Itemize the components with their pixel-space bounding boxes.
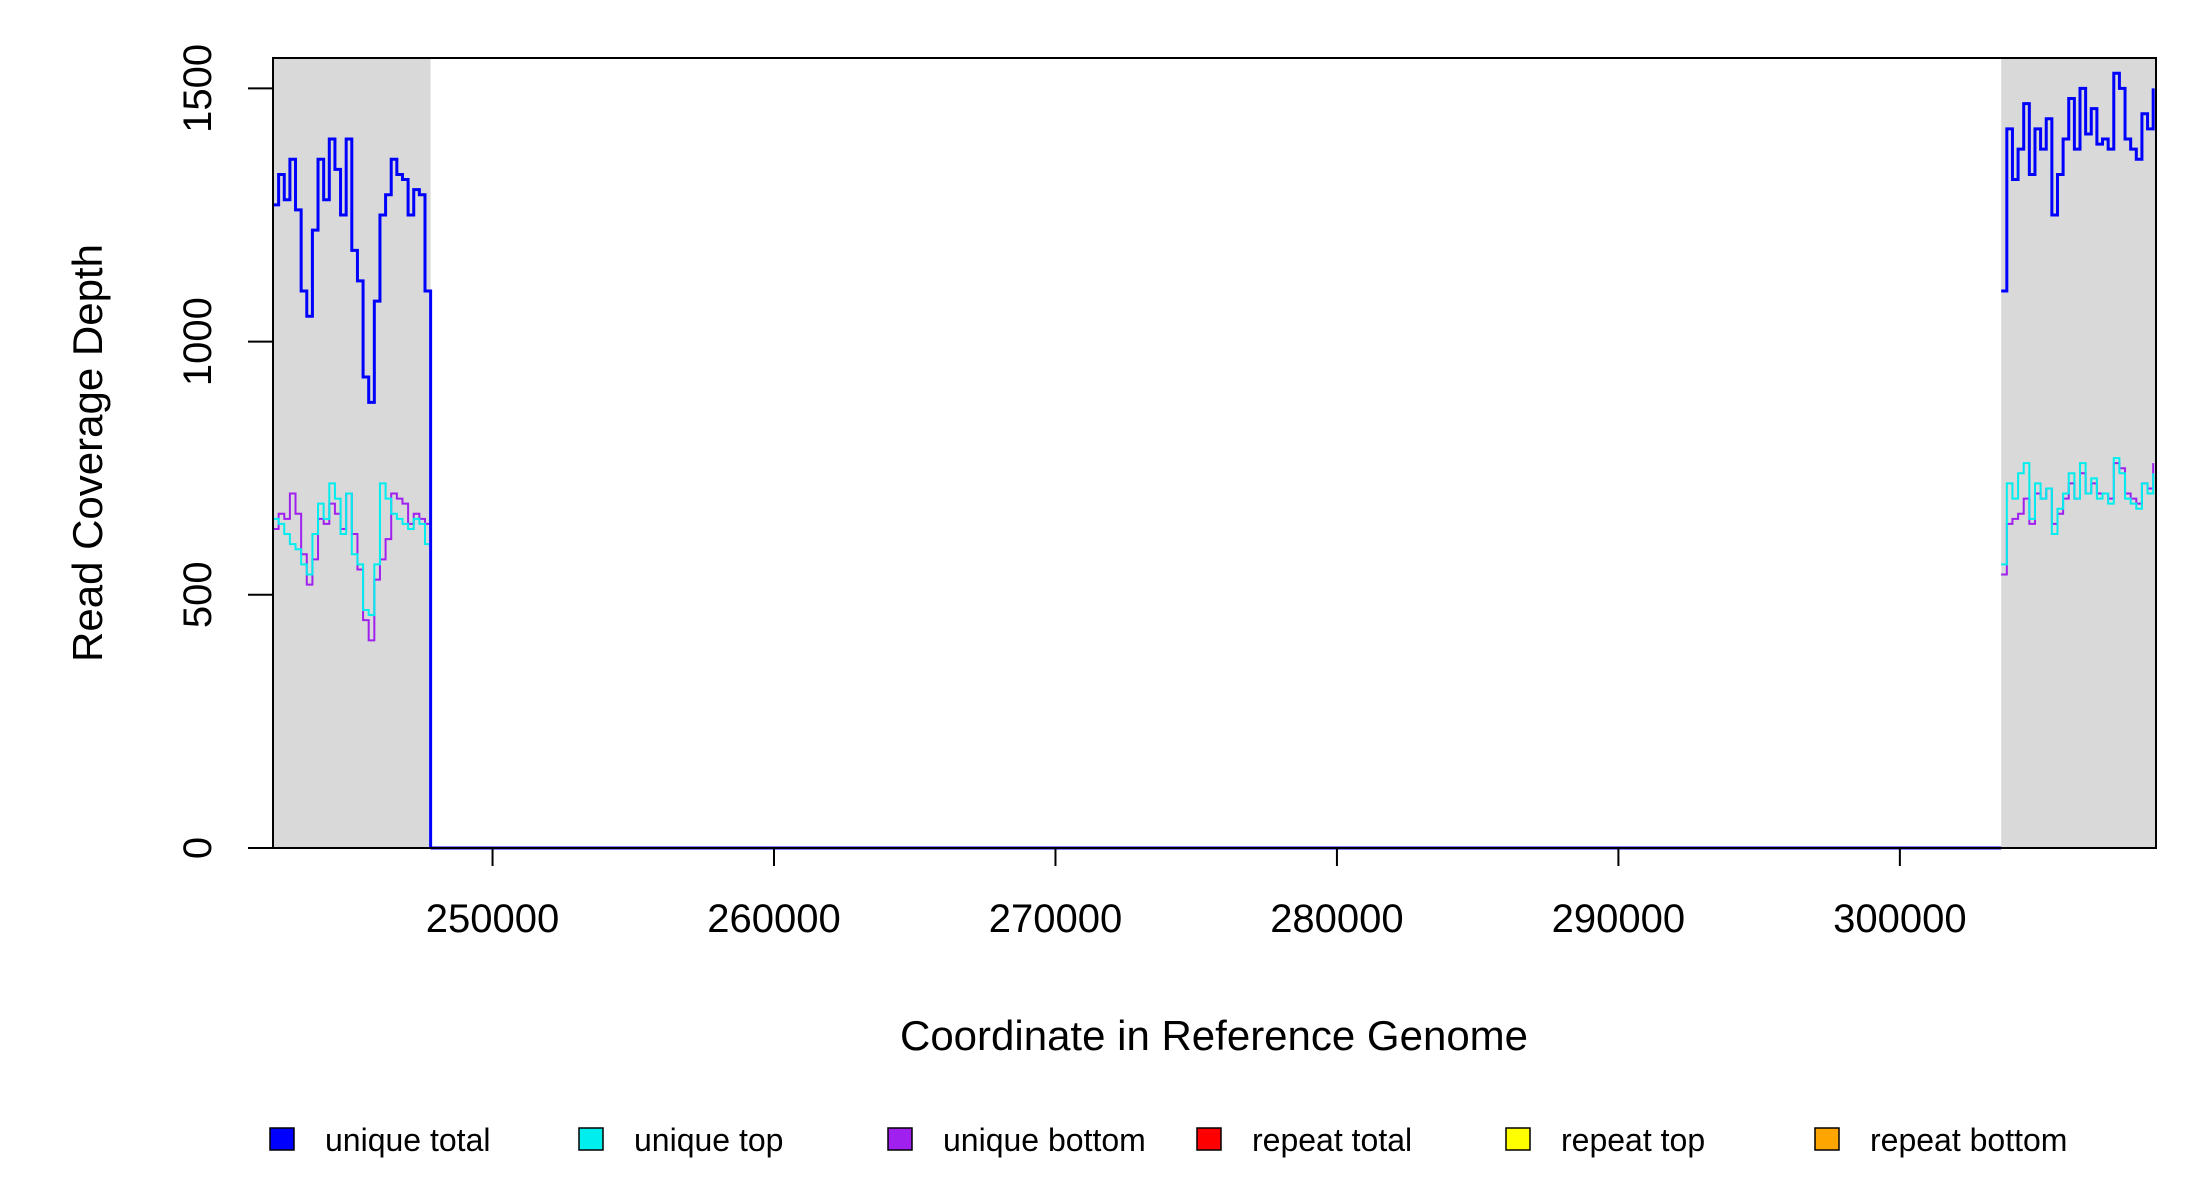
series-unique-total-segment-2 <box>2001 71 2155 293</box>
series-unique-top-segment-0 <box>273 482 432 848</box>
legend-swatch-repeat-bottom <box>1814 1127 1840 1151</box>
series-unique-total-segment-0 <box>273 137 433 848</box>
legend: unique total unique top unique bottom repea… <box>269 1122 2067 1158</box>
y-axis-title: Read Coverage Depth <box>64 244 111 662</box>
series-unique-top-segment-2 <box>2001 457 2155 566</box>
legend-label-repeat-top: repeat top <box>1561 1122 1705 1158</box>
y-tick-label-1000: 1000 <box>176 297 220 386</box>
legend-swatch-unique-total <box>269 1127 295 1151</box>
legend-swatch-repeat-top <box>1505 1127 1531 1151</box>
x-axis-title: Coordinate in Reference Genome <box>900 1012 1528 1059</box>
legend-swatch-unique-bottom <box>887 1127 913 1151</box>
shaded-region-1 <box>2001 58 2156 848</box>
y-tick-label-500: 500 <box>176 561 220 628</box>
legend-label-unique-total: unique total <box>325 1122 490 1158</box>
legend-swatch-repeat-total <box>1196 1127 1222 1151</box>
x-tick-label-250000: 250000 <box>426 897 559 941</box>
x-tick-label-270000: 270000 <box>989 897 1122 941</box>
legend-label-repeat-total: repeat total <box>1252 1122 1412 1158</box>
shaded-regions <box>273 58 2156 848</box>
x-axis: 250000 260000 270000 280000 290000 300000 <box>426 848 1967 941</box>
y-axis: 0 500 1000 1500 <box>176 44 273 859</box>
x-tick-label-290000: 290000 <box>1552 897 1685 941</box>
legend-label-unique-bottom: unique bottom <box>943 1122 1146 1158</box>
y-tick-label-0: 0 <box>176 837 220 859</box>
legend-swatch-unique-top <box>578 1127 604 1151</box>
legend-label-unique-top: unique top <box>634 1122 783 1158</box>
series-lines <box>273 71 2156 850</box>
y-tick-label-1500: 1500 <box>176 44 220 133</box>
plot-frame <box>272 57 2157 849</box>
x-tick-label-280000: 280000 <box>1270 897 1403 941</box>
legend-label-repeat-bottom: repeat bottom <box>1870 1122 2067 1158</box>
x-tick-label-260000: 260000 <box>707 897 840 941</box>
x-tick-label-300000: 300000 <box>1833 897 1966 941</box>
